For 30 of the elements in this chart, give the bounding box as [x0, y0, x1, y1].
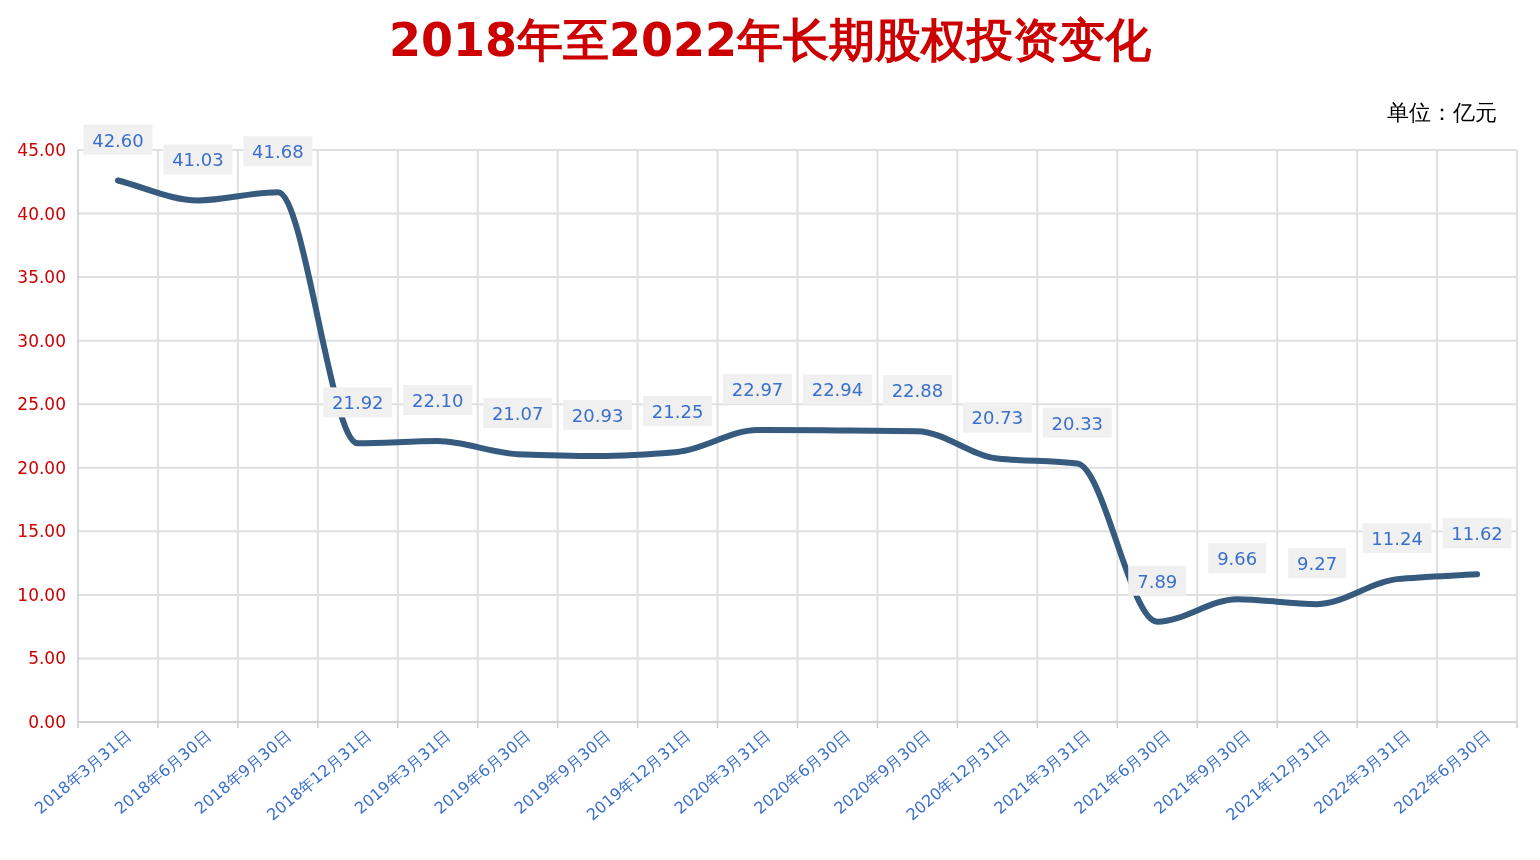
y-tick-label: 25.00 [17, 394, 66, 415]
y-tick-label: 20.00 [17, 457, 66, 478]
y-tick-label: 35.00 [17, 267, 66, 288]
data-label: 21.07 [491, 403, 544, 425]
data-label: 9.66 [1217, 548, 1258, 570]
data-label: 22.88 [891, 380, 944, 402]
data-label: 11.24 [1371, 528, 1423, 550]
text: 单位：亿元 [1387, 100, 1497, 125]
y-tick-label: 30.00 [17, 330, 66, 351]
data-label: 7.89 [1137, 570, 1178, 592]
data-label: 42.60 [92, 129, 144, 151]
data-label: 20.73 [971, 407, 1024, 429]
data-label: 20.93 [571, 404, 624, 426]
data-label: 11.62 [1451, 523, 1503, 545]
data-label: 21.25 [651, 400, 704, 422]
chart-title: 2018年至2022年长期股权投资变化 [388, 13, 1153, 67]
y-tick-label: 40.00 [17, 203, 66, 224]
data-label: 22.10 [411, 390, 464, 412]
data-label: 22.97 [731, 379, 784, 401]
y-tick-label: 0.00 [28, 712, 66, 732]
data-label: 20.33 [1051, 412, 1104, 434]
data-label: 41.03 [172, 149, 224, 171]
data-label: 9.27 [1297, 553, 1338, 575]
y-tick-label: 5.00 [28, 648, 66, 669]
data-label: 41.68 [252, 141, 304, 163]
y-tick-label: 45.00 [17, 140, 66, 160]
y-tick-label: 10.00 [17, 584, 66, 605]
data-label: 21.92 [332, 392, 384, 414]
y-tick-label: 15.00 [17, 521, 66, 542]
data-label: 22.94 [811, 379, 864, 401]
